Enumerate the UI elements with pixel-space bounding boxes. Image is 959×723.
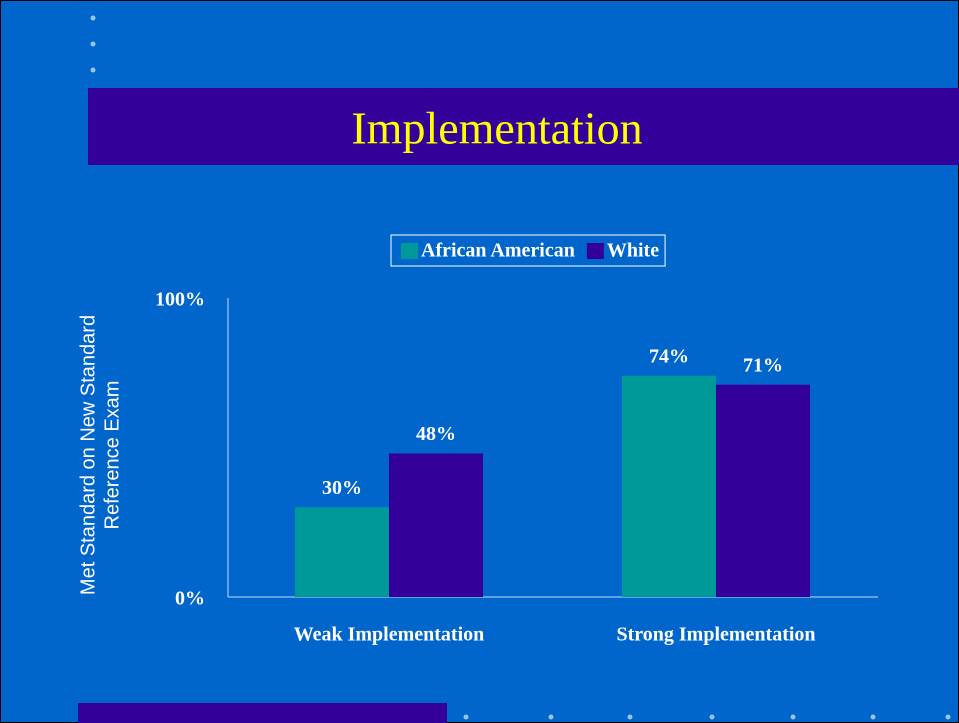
y-tick-label: 100%: [155, 289, 205, 311]
y-tick-label: 0%: [175, 588, 205, 610]
legend-label: White: [607, 240, 659, 262]
data-label: 30%: [322, 477, 362, 499]
bullet-dot: [90, 67, 96, 73]
bar: [716, 384, 810, 597]
legend-swatch: [586, 243, 604, 259]
y-axis-title: Met Standard on New Standard Reference E…: [77, 315, 123, 595]
y-axis-title-line: Reference Exam: [101, 381, 123, 530]
data-label: 71%: [743, 354, 783, 376]
legend-swatch: [401, 243, 418, 259]
data-label: 74%: [649, 345, 689, 367]
x-tick-label: Strong Implementation: [616, 624, 815, 646]
title-bar: [88, 88, 959, 165]
footer-dots: [463, 714, 951, 720]
footer-bar: [78, 703, 447, 723]
y-axis-title-line: Met Standard on New Standard: [77, 315, 99, 595]
bullet-dot: [90, 15, 96, 21]
legend-label: African American: [421, 240, 575, 262]
legend-box: [390, 234, 666, 267]
bar: [389, 453, 483, 597]
x-tick-label: Weak Implementation: [294, 624, 485, 646]
slide-title: Implementation: [351, 103, 642, 154]
data-label: 48%: [416, 423, 456, 445]
bullet-dot: [90, 41, 96, 47]
bar: [295, 507, 389, 597]
bar: [622, 375, 716, 597]
